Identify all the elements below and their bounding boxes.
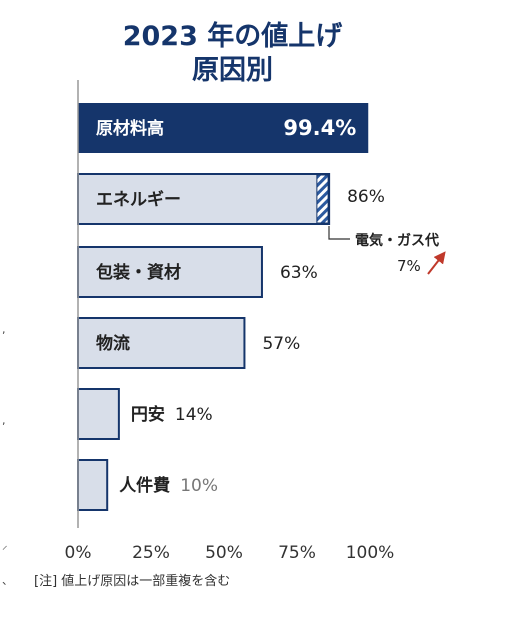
edge-mark: ⸝ bbox=[2, 539, 8, 552]
bar-value-label: 10% bbox=[180, 476, 218, 496]
chart-note: [注] 値上げ原因は一部重複を含む bbox=[34, 573, 230, 589]
bar-value-label: 99.4% bbox=[283, 116, 356, 140]
bar-category-label: エネルギー bbox=[96, 190, 181, 210]
edge-mark: , bbox=[2, 414, 6, 427]
bar-sub-segment bbox=[316, 174, 329, 224]
x-tick-label: 25% bbox=[132, 543, 170, 563]
bar-value-label: 57% bbox=[262, 334, 300, 354]
bar-value-label: 86% bbox=[347, 187, 385, 207]
bar bbox=[77, 173, 331, 225]
sub-segment-label: 電気・ガス代 bbox=[355, 232, 439, 249]
x-tick-label: 50% bbox=[205, 543, 243, 563]
chart-title-line2: 原因別 bbox=[192, 55, 273, 86]
increase-arrow-icon bbox=[427, 251, 446, 275]
sub-segment-value-label: 7% bbox=[397, 257, 421, 275]
x-tick-label: 75% bbox=[278, 543, 316, 563]
chart-title-line1: 2023 年の値上げ bbox=[122, 21, 343, 52]
sub-segment-leader-line bbox=[328, 226, 350, 240]
bar bbox=[77, 388, 120, 440]
bar-value-label: 14% bbox=[175, 405, 213, 425]
bar bbox=[78, 103, 369, 153]
edge-mark: , bbox=[2, 323, 6, 336]
bar-category-label: 円安 bbox=[131, 404, 165, 425]
bar-category-label: 包装・資材 bbox=[96, 262, 181, 283]
bar-category-label: 物流 bbox=[96, 333, 130, 354]
bar-category-label: 原材料高 bbox=[96, 118, 164, 139]
x-tick-label: 0% bbox=[65, 543, 92, 563]
bar-value-label: 63% bbox=[280, 263, 318, 283]
bar bbox=[77, 459, 109, 511]
bar bbox=[77, 317, 246, 369]
edge-mark: 、 bbox=[2, 574, 13, 587]
x-tick-label: 100% bbox=[346, 543, 395, 563]
bar-category-label: 人件費 bbox=[119, 475, 170, 496]
